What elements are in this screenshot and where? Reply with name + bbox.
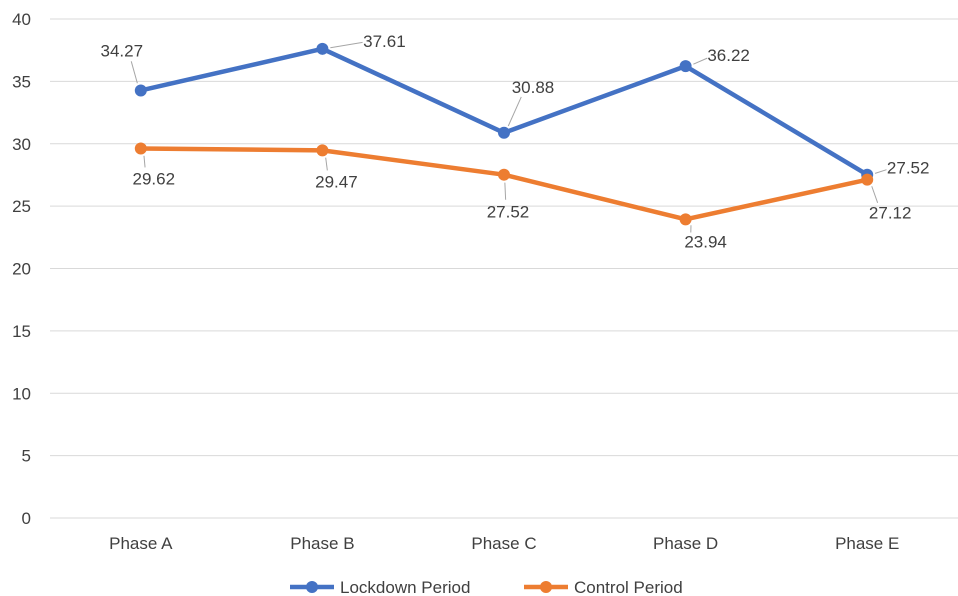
series-layer xyxy=(134,42,874,226)
leader-line xyxy=(325,157,328,171)
data-point xyxy=(679,60,692,73)
data-label: 27.52 xyxy=(887,159,930,178)
y-tick-label: 40 xyxy=(12,10,31,29)
y-tick-label: 25 xyxy=(12,197,31,216)
legend-label: Lockdown Period xyxy=(340,578,470,596)
legend-marker xyxy=(540,581,552,593)
leader-line xyxy=(130,61,138,84)
leader-line xyxy=(871,186,879,203)
legend: Lockdown Period Control Period xyxy=(290,578,683,596)
leader-line xyxy=(504,182,507,200)
y-axis: 0 5 10 15 20 25 30 35 40 xyxy=(12,10,31,528)
y-tick-label: 5 xyxy=(22,447,31,466)
data-label: 36.22 xyxy=(707,46,750,65)
data-point xyxy=(861,173,874,186)
data-label: 27.12 xyxy=(869,204,912,223)
x-tick-label: Phase C xyxy=(471,534,536,553)
data-labels: 34.27 37.61 30.88 36.22 27.52 29.62 29.47 27.52… xyxy=(101,32,930,252)
leader-line xyxy=(693,57,708,65)
legend-marker xyxy=(306,581,318,593)
data-point xyxy=(498,126,510,139)
data-label: 37.61 xyxy=(363,32,406,51)
data-label: 29.47 xyxy=(315,172,358,191)
x-tick-label: Phase D xyxy=(653,534,718,553)
data-point xyxy=(679,213,692,226)
series-line-0 xyxy=(138,46,870,177)
gridlines xyxy=(50,18,958,519)
data-label: 30.88 xyxy=(512,78,555,97)
y-tick-label: 20 xyxy=(12,260,31,279)
data-label: 34.27 xyxy=(101,41,144,60)
data-label: 23.94 xyxy=(684,232,727,251)
leader-line xyxy=(874,169,887,174)
x-axis: Phase A Phase B Phase C Phase D Phase E xyxy=(109,534,899,553)
data-point xyxy=(134,84,147,97)
y-tick-label: 35 xyxy=(12,72,31,91)
x-tick-label: Phase B xyxy=(290,534,354,553)
data-point xyxy=(316,42,329,55)
leader-line xyxy=(507,96,522,127)
y-tick-label: 15 xyxy=(12,322,31,341)
leader-line xyxy=(143,155,146,168)
legend-label: Control Period xyxy=(574,578,683,596)
leader-line xyxy=(330,41,363,49)
data-point xyxy=(316,144,329,157)
x-tick-label: Phase A xyxy=(109,534,173,553)
data-label: 29.62 xyxy=(133,169,176,188)
y-tick-label: 30 xyxy=(12,135,31,154)
x-tick-label: Phase E xyxy=(835,534,899,553)
data-point xyxy=(134,142,147,155)
data-point xyxy=(498,168,510,181)
y-tick-label: 10 xyxy=(12,384,31,403)
data-label: 27.52 xyxy=(487,203,530,222)
y-tick-label: 0 xyxy=(22,509,31,528)
